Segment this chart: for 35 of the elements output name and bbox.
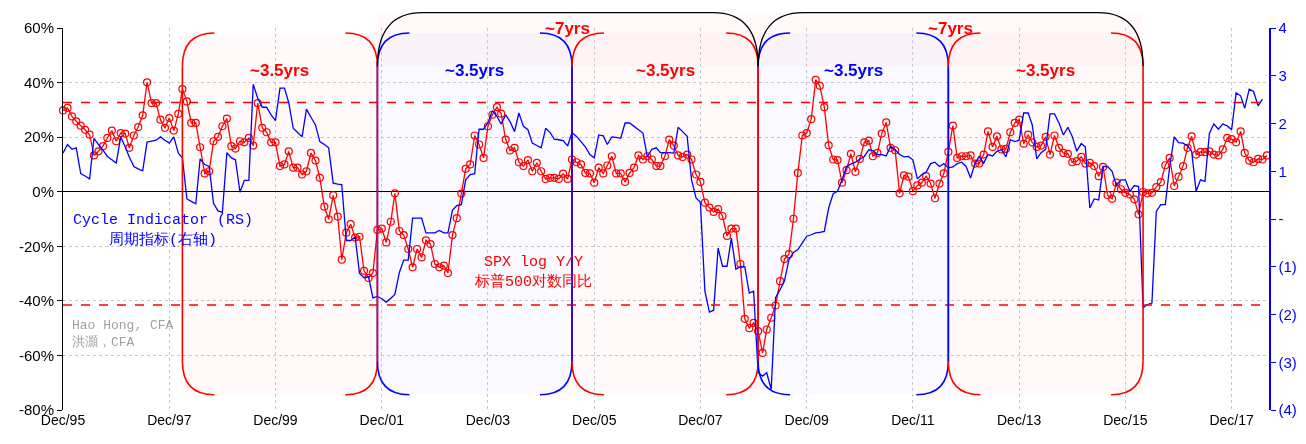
x-tick-label: Dec/09 [784,412,830,428]
x-tick-label: Dec/05 [572,412,617,428]
y-tick-label: 60% [23,19,54,37]
x-tick-label: Dec/99 [253,412,298,428]
x-tick-label: Dec/11 [891,412,935,428]
band-label: ~3.5yrs [250,61,310,80]
y2-tick-label: - [1278,210,1284,228]
y2-tick-label: (1) [1278,258,1297,275]
y2-tick-label: 2 [1278,114,1287,132]
x-tick-label: Dec/07 [678,412,723,428]
y2-tick-label: (4) [1278,401,1297,419]
band-label: ~3.5yrs [1016,61,1076,80]
y2-tick-label: 1 [1278,162,1287,180]
x-tick-label: Dec/15 [1103,412,1148,428]
y-tick-label: 40% [23,73,54,91]
y-tick-label: -40% [18,292,54,310]
band-label: ~7yrs [928,19,973,38]
y-tick-label: -20% [18,237,54,255]
y2-tick-label: (2) [1278,305,1297,323]
band-label: ~7yrs [545,19,590,38]
x-tick-label: Dec/03 [465,412,511,428]
y2-tick-label: 3 [1278,67,1287,84]
x-tick-label: Dec/13 [996,412,1042,428]
x-tick-label: Dec/01 [359,412,405,428]
y-tick-label: 20% [23,128,54,146]
x-tick-label: Dec/97 [147,412,192,428]
x-tick-label: Dec/17 [1209,412,1255,428]
band-label: ~3.5yrs [636,61,696,80]
y2-tick-label: (3) [1278,353,1297,371]
band-label: ~3.5yrs [824,61,884,80]
y2-tick-label: 4 [1278,19,1287,37]
y-tick-label: -60% [18,346,54,364]
band-label: ~3.5yrs [445,61,505,80]
y-tick-label: 0% [32,182,54,200]
annotation: Hao Hong, CFA 洪灝，CFA [72,318,174,350]
